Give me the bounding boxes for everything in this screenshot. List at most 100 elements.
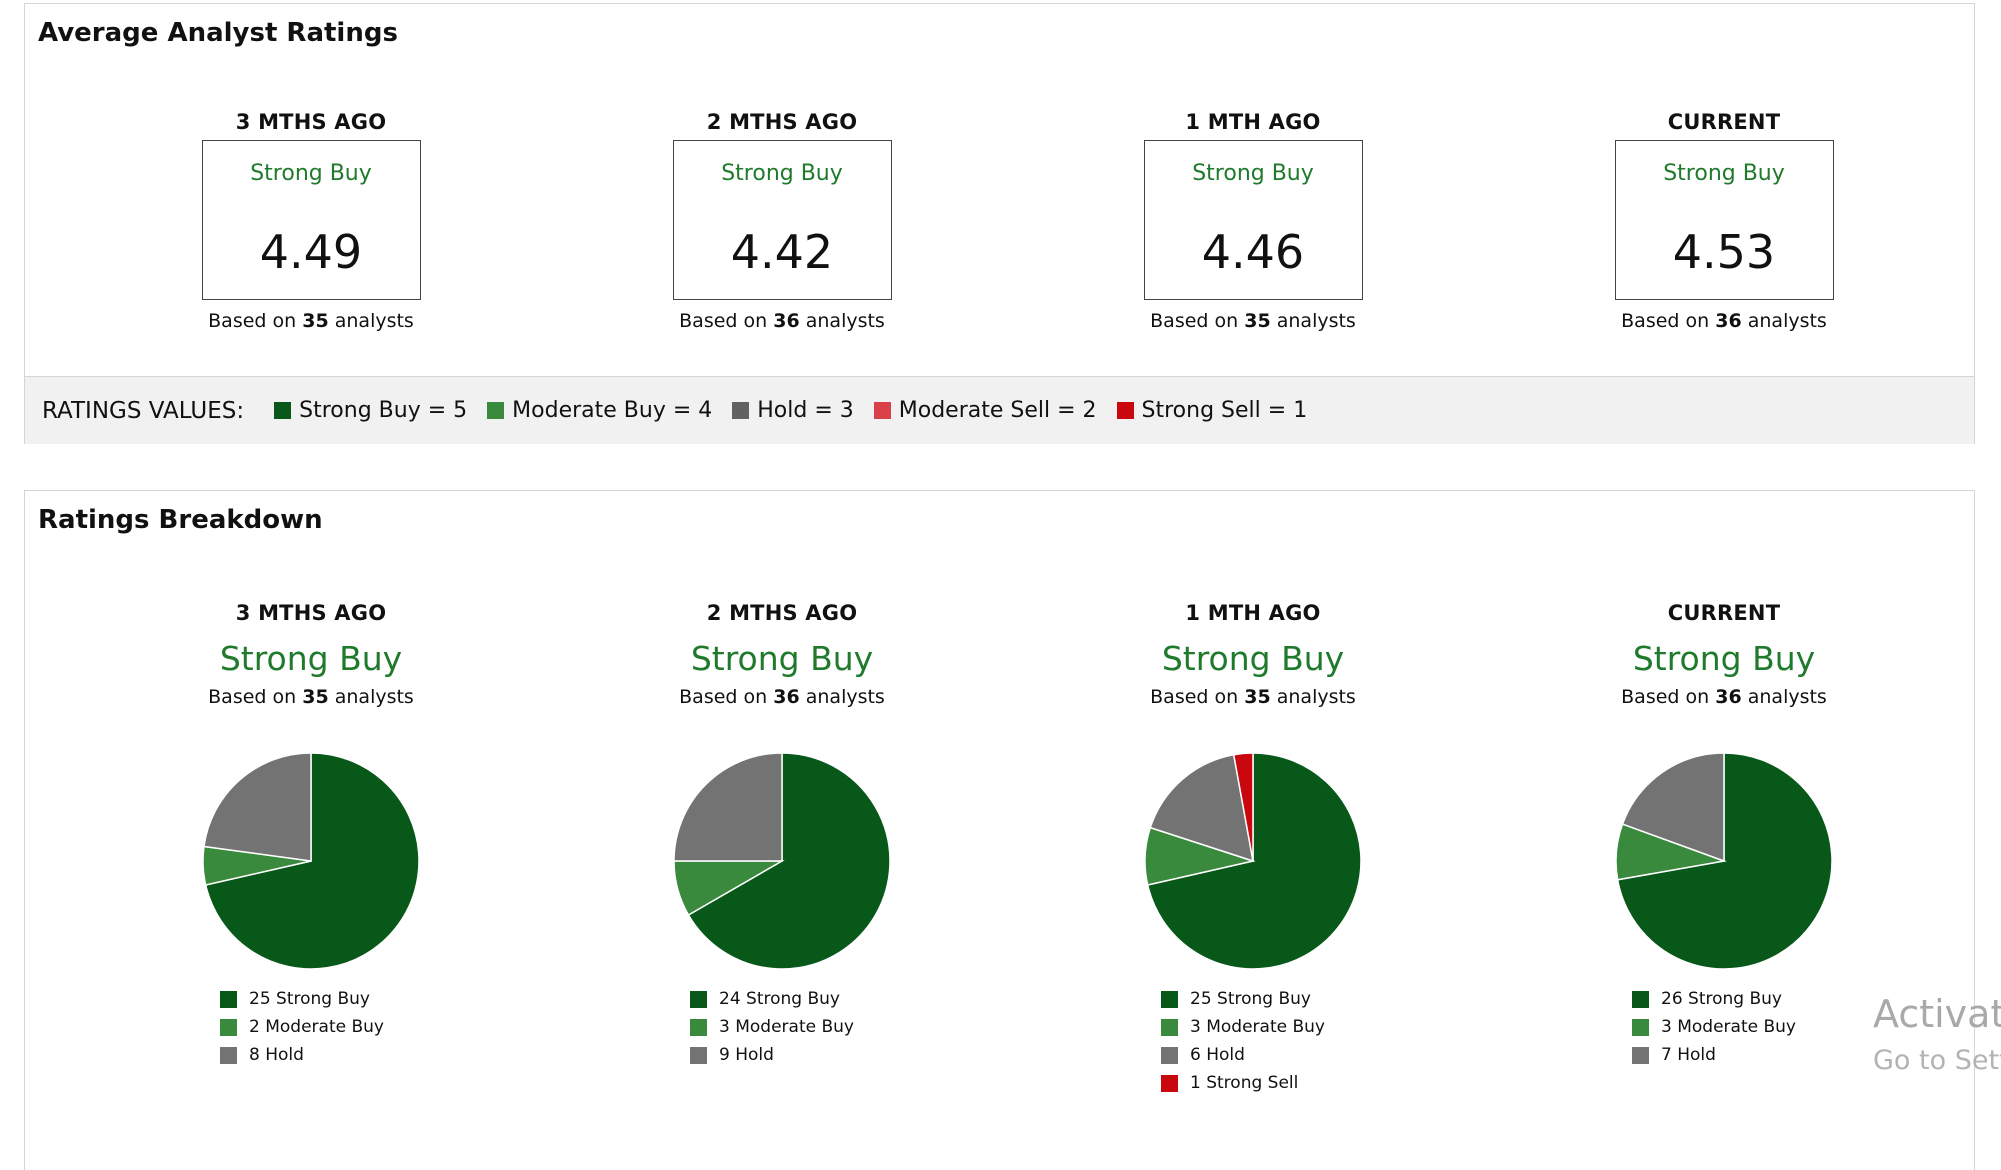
legend-label: 8 Hold [249, 1045, 304, 1065]
pie-slice-8-hold[interactable] [203, 752, 312, 862]
legend-swatch [1161, 1018, 1178, 1036]
ratings-breakdown-title: Ratings Breakdown [38, 505, 323, 535]
based-on-text: Based on 36 analysts [679, 310, 885, 332]
swatch-moderate-buy [487, 402, 505, 419]
based-on-text: Based on 35 analysts [208, 686, 414, 708]
swatch-strong-sell [1116, 402, 1134, 419]
legend-item-1-strong-sell[interactable]: 1 Strong Sell [1161, 1069, 1325, 1097]
breakdown-period-1mth: 1 MTH AGO Strong Buy Based on 35 analyst… [1053, 601, 1453, 708]
swatch-hold [732, 402, 750, 419]
legend-label: 3 Moderate Buy [1661, 1017, 1796, 1037]
rating-score: 4.49 [259, 225, 363, 279]
period-label: 1 MTH AGO [1185, 110, 1321, 134]
legend-label: 6 Hold [1190, 1045, 1245, 1065]
pie-legend-1mth: 25 Strong Buy 3 Moderate Buy 6 Hold 1 Stron… [1161, 985, 1325, 1097]
average-ratings-panel: Average Analyst Ratings 3 MTHS AGO Stron… [24, 3, 1975, 444]
legend-label: 2 Moderate Buy [249, 1017, 384, 1037]
pie-slice-6-hold[interactable] [1149, 753, 1254, 863]
legend-label: 7 Hold [1661, 1045, 1716, 1065]
pie-slice-9-hold[interactable] [673, 752, 783, 862]
avg-period-3mths: 3 MTHS AGO Strong Buy 4.49 Based on 35 a… [111, 110, 511, 332]
breakdown-period-2mths: 2 MTHS AGO Strong Buy Based on 36 analys… [582, 601, 982, 708]
legend-swatch [1632, 1018, 1649, 1036]
rating-box: Strong Buy 4.53 [1614, 140, 1834, 300]
breakdown-period-current: CURRENT Strong Buy Based on 36 analysts [1524, 601, 1924, 708]
breakdown-period-3mths: 3 MTHS AGO Strong Buy Based on 35 analys… [111, 601, 511, 708]
pie-chart-2mths [673, 752, 891, 970]
analyst-count: 35 [1244, 686, 1271, 708]
legend-item-25-strong-buy[interactable]: 25 Strong Buy [1161, 985, 1325, 1013]
pie-chart-1mth [1144, 752, 1362, 970]
legend-item-26-strong-buy[interactable]: 26 Strong Buy [1632, 985, 1796, 1013]
avg-period-1mth: 1 MTH AGO Strong Buy 4.46 Based on 35 an… [1053, 110, 1453, 332]
legend-item-9-hold[interactable]: 9 Hold [690, 1041, 854, 1069]
legend-label: 1 Strong Sell [1190, 1073, 1299, 1093]
analyst-count: 36 [773, 686, 800, 708]
analyst-count: 36 [1715, 310, 1742, 332]
consensus-rating: Strong Buy [219, 639, 403, 678]
average-ratings-title: Average Analyst Ratings [38, 18, 398, 48]
rating-text: Strong Buy [1192, 161, 1314, 186]
legend-swatch [220, 1018, 237, 1036]
legend-label: 3 Moderate Buy [719, 1017, 854, 1037]
period-label: CURRENT [1667, 110, 1781, 134]
legend-item-3-moderate-buy[interactable]: 3 Moderate Buy [690, 1013, 854, 1041]
legend-swatch [1632, 990, 1649, 1008]
pie-slice-24-strong-buy[interactable] [687, 752, 891, 970]
rating-box: Strong Buy 4.46 [1143, 140, 1363, 300]
ratings-value-moderate-sell: Moderate Sell = 2 [873, 398, 1097, 423]
rating-score: 4.46 [1201, 225, 1305, 279]
period-label: 2 MTHS AGO [706, 110, 858, 134]
ratings-value-strong-sell: Strong Sell = 1 [1116, 398, 1307, 423]
ratings-values-bar: RATINGS VALUES: Strong Buy = 5 Moderate … [25, 376, 1974, 444]
legend-item-25-strong-buy[interactable]: 25 Strong Buy [220, 985, 384, 1013]
based-on-text: Based on 36 analysts [679, 686, 885, 708]
analyst-count: 35 [302, 686, 329, 708]
legend-item-8-hold[interactable]: 8 Hold [220, 1041, 384, 1069]
ratings-value-strong-buy: Strong Buy = 5 [274, 398, 467, 423]
analyst-count: 36 [773, 310, 800, 332]
legend-item-2-moderate-buy[interactable]: 2 Moderate Buy [220, 1013, 384, 1041]
legend-item-7-hold[interactable]: 7 Hold [1632, 1041, 1796, 1069]
period-label: CURRENT [1667, 601, 1781, 625]
consensus-rating: Strong Buy [1161, 639, 1345, 678]
period-label: 3 MTHS AGO [235, 110, 387, 134]
rating-text: Strong Buy [1663, 161, 1785, 186]
legend-label: 25 Strong Buy [1190, 989, 1311, 1009]
rating-box: Strong Buy 4.49 [201, 140, 421, 300]
rating-score: 4.53 [1672, 225, 1776, 279]
rating-box: Strong Buy 4.42 [672, 140, 892, 300]
analyst-count: 36 [1715, 686, 1742, 708]
analyst-count: 35 [1244, 310, 1271, 332]
go-to-settings-watermark: Go to Sett [1873, 1045, 2001, 1076]
pie-chart-3mths [202, 752, 420, 970]
based-on-text: Based on 35 analysts [1150, 686, 1356, 708]
avg-period-2mths: 2 MTHS AGO Strong Buy 4.42 Based on 36 a… [582, 110, 982, 332]
pie-slice-25-strong-buy[interactable] [204, 752, 420, 970]
legend-item-24-strong-buy[interactable]: 24 Strong Buy [690, 985, 854, 1013]
legend-swatch [690, 1018, 707, 1036]
legend-item-3-moderate-buy[interactable]: 3 Moderate Buy [1161, 1013, 1325, 1041]
activate-windows-watermark: Activate [1873, 992, 2001, 1036]
legend-label: 9 Hold [719, 1045, 774, 1065]
based-on-text: Based on 35 analysts [1150, 310, 1356, 332]
legend-swatch [1161, 1074, 1178, 1092]
swatch-strong-buy [274, 402, 292, 419]
legend-label: 3 Moderate Buy [1190, 1017, 1325, 1037]
avg-period-current: CURRENT Strong Buy 4.53 Based on 36 anal… [1524, 110, 1924, 332]
legend-label: 25 Strong Buy [249, 989, 370, 1009]
pie-slice-1-strong-sell[interactable] [1232, 752, 1254, 862]
based-on-text: Based on 36 analysts [1621, 310, 1827, 332]
ratings-breakdown-panel: Ratings Breakdown 3 MTHS AGO Strong Buy … [24, 490, 1975, 1170]
pie-legend-current: 26 Strong Buy 3 Moderate Buy 7 Hold [1632, 985, 1796, 1069]
pie-legend-3mths: 25 Strong Buy 2 Moderate Buy 8 Hold [220, 985, 384, 1069]
legend-item-6-hold[interactable]: 6 Hold [1161, 1041, 1325, 1069]
rating-score: 4.42 [730, 225, 834, 279]
consensus-rating: Strong Buy [1632, 639, 1816, 678]
ratings-value-moderate-buy: Moderate Buy = 4 [487, 398, 712, 423]
analyst-count: 35 [302, 310, 329, 332]
pie-slice-7-hold[interactable] [1621, 752, 1725, 863]
period-label: 1 MTH AGO [1185, 601, 1321, 625]
pie-chart-current [1615, 752, 1833, 970]
legend-item-3-moderate-buy[interactable]: 3 Moderate Buy [1632, 1013, 1796, 1041]
